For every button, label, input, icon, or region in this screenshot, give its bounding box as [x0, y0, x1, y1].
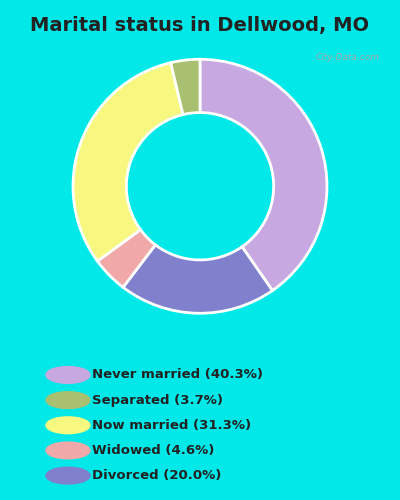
Wedge shape [171, 59, 200, 114]
Wedge shape [123, 245, 272, 313]
Text: Now married (31.3%): Now married (31.3%) [92, 419, 251, 432]
Wedge shape [200, 59, 327, 290]
Wedge shape [98, 230, 155, 288]
Text: Marital status in Dellwood, MO: Marital status in Dellwood, MO [30, 16, 370, 36]
Text: City-Data.com: City-Data.com [316, 52, 380, 62]
Text: Widowed (4.6%): Widowed (4.6%) [92, 444, 214, 457]
Circle shape [46, 366, 90, 384]
Text: Separated (3.7%): Separated (3.7%) [92, 394, 223, 406]
Wedge shape [73, 62, 183, 261]
Circle shape [46, 417, 90, 434]
Circle shape [46, 442, 90, 459]
Text: Divorced (20.0%): Divorced (20.0%) [92, 469, 221, 482]
Circle shape [46, 467, 90, 484]
Text: Never married (40.3%): Never married (40.3%) [92, 368, 263, 382]
Circle shape [46, 392, 90, 408]
